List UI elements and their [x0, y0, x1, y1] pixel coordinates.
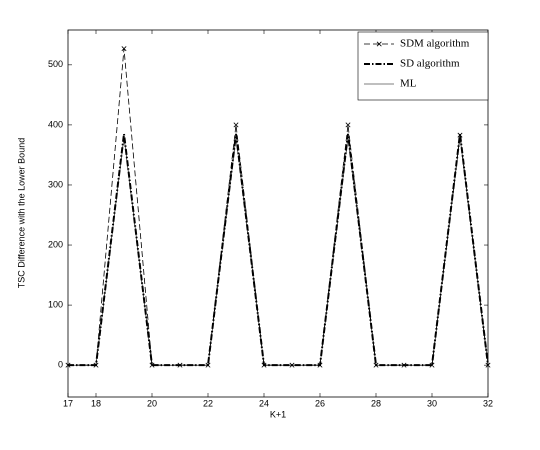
x-tick-label: 32: [483, 398, 493, 408]
series-line: [68, 136, 489, 366]
x-tick-label: 17: [63, 398, 73, 408]
data-marker: [121, 46, 127, 52]
legend-label: SD algorithm: [400, 58, 460, 70]
y-axis-label: TSC Difference with the Lower Bound: [16, 138, 26, 288]
series-line: [68, 133, 489, 367]
x-tick-label: 22: [203, 398, 213, 408]
y-tick-label: 100: [48, 299, 63, 309]
legend-label: SDM algorithm: [400, 38, 470, 50]
y-tick-label: 400: [48, 119, 63, 129]
data-marker: [345, 122, 351, 128]
plot-frame: [67, 29, 489, 398]
y-tick-label: 500: [48, 59, 63, 69]
data-marker: [233, 122, 239, 128]
x-tick-label: 30: [427, 398, 437, 408]
x-axis-label: K+1: [270, 409, 286, 419]
x-tick-label: 26: [315, 398, 325, 408]
x-tick-label: 18: [91, 398, 101, 408]
x-tick-label: 24: [259, 398, 269, 408]
y-tick-label: 0: [58, 360, 63, 370]
x-tick-label: 20: [147, 398, 157, 408]
y-tick-label: 300: [48, 179, 63, 189]
y-tick-label: 200: [48, 239, 63, 249]
legend: SDM algorithm SD algorithm ML: [357, 31, 489, 101]
legend-marker: [376, 41, 382, 47]
legend-label: ML: [400, 78, 417, 90]
x-tick-label: 28: [371, 398, 381, 408]
